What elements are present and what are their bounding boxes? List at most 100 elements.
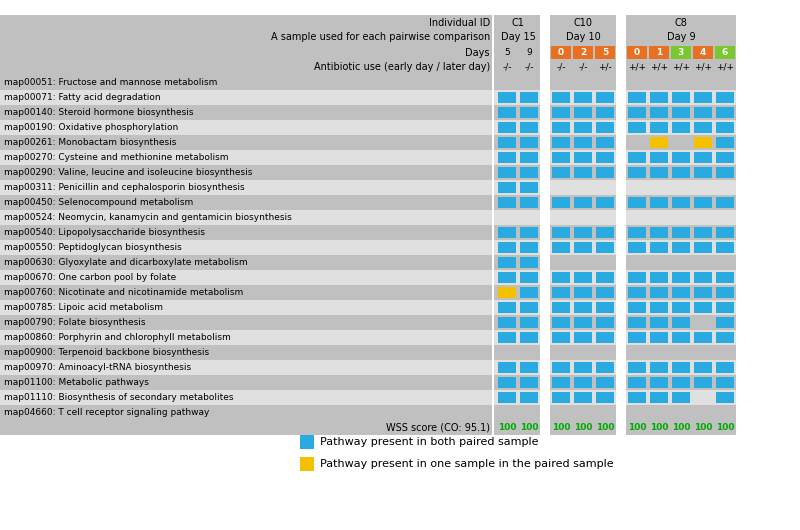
- Bar: [552, 272, 570, 283]
- Bar: [624, 210, 736, 225]
- Bar: [694, 362, 712, 373]
- Text: map00860: Porphyrin and chlorophyll metabolism: map00860: Porphyrin and chlorophyll meta…: [4, 333, 230, 342]
- Bar: [616, 225, 626, 240]
- Text: map00071: Fatty acid degradation: map00071: Fatty acid degradation: [4, 93, 161, 102]
- Bar: [498, 302, 516, 313]
- Text: 100: 100: [596, 423, 614, 432]
- Bar: [0, 45, 492, 60]
- Text: 1: 1: [656, 48, 662, 57]
- Bar: [540, 360, 550, 375]
- Bar: [494, 60, 540, 75]
- Bar: [540, 15, 550, 30]
- Bar: [616, 300, 626, 315]
- Bar: [494, 90, 540, 105]
- Text: Pathway present in both paired sample: Pathway present in both paired sample: [320, 437, 538, 447]
- Bar: [0, 390, 492, 405]
- Bar: [616, 330, 626, 345]
- Bar: [520, 362, 538, 373]
- Bar: [0, 270, 492, 285]
- Text: map00550: Peptidoglycan biosynthesis: map00550: Peptidoglycan biosynthesis: [4, 243, 182, 252]
- Bar: [716, 242, 734, 253]
- Bar: [540, 240, 550, 255]
- Bar: [0, 135, 492, 150]
- Bar: [574, 302, 592, 313]
- Text: map00140: Steroid hormone biosynthesis: map00140: Steroid hormone biosynthesis: [4, 108, 194, 117]
- Bar: [548, 300, 616, 315]
- Bar: [650, 197, 668, 208]
- Bar: [716, 272, 734, 283]
- Text: map00630: Glyoxylate and dicarboxylate metabolism: map00630: Glyoxylate and dicarboxylate m…: [4, 258, 248, 267]
- Text: -/-: -/-: [502, 63, 512, 72]
- Bar: [548, 90, 616, 105]
- Bar: [494, 405, 540, 420]
- Bar: [694, 197, 712, 208]
- Bar: [498, 107, 516, 118]
- Bar: [628, 287, 646, 298]
- Text: 100: 100: [716, 423, 734, 432]
- Bar: [498, 242, 516, 253]
- Bar: [494, 180, 540, 195]
- Bar: [624, 105, 736, 120]
- Bar: [520, 227, 538, 238]
- Bar: [650, 362, 668, 373]
- Bar: [616, 240, 626, 255]
- Bar: [552, 122, 570, 133]
- Bar: [616, 315, 626, 330]
- Text: map01100: Metabolic pathways: map01100: Metabolic pathways: [4, 378, 149, 387]
- Bar: [596, 392, 614, 403]
- Text: map00790: Folate biosynthesis: map00790: Folate biosynthesis: [4, 318, 146, 327]
- Bar: [624, 75, 736, 90]
- Bar: [596, 152, 614, 163]
- Bar: [672, 197, 690, 208]
- Text: -/-: -/-: [524, 63, 534, 72]
- Bar: [520, 167, 538, 178]
- Text: Antibiotic use (early day / later day): Antibiotic use (early day / later day): [314, 63, 490, 73]
- Bar: [520, 257, 538, 268]
- Bar: [716, 302, 734, 313]
- Bar: [494, 45, 540, 60]
- Bar: [624, 315, 736, 330]
- Text: map00900: Terpenoid backbone biosynthesis: map00900: Terpenoid backbone biosynthesi…: [4, 348, 209, 357]
- Bar: [494, 75, 540, 90]
- Bar: [672, 242, 690, 253]
- Bar: [616, 360, 626, 375]
- Bar: [300, 435, 314, 449]
- Bar: [628, 362, 646, 373]
- Bar: [650, 287, 668, 298]
- Bar: [672, 272, 690, 283]
- Text: 100: 100: [498, 423, 516, 432]
- Bar: [498, 362, 516, 373]
- Bar: [520, 287, 538, 298]
- Bar: [540, 270, 550, 285]
- Bar: [552, 362, 570, 373]
- Bar: [716, 197, 734, 208]
- Bar: [540, 420, 550, 435]
- Bar: [628, 107, 646, 118]
- Bar: [520, 317, 538, 328]
- Bar: [616, 135, 626, 150]
- Bar: [520, 92, 538, 103]
- Bar: [616, 420, 626, 435]
- Bar: [715, 46, 735, 59]
- Bar: [0, 360, 492, 375]
- Bar: [574, 137, 592, 148]
- Bar: [716, 167, 734, 178]
- Bar: [616, 195, 626, 210]
- Bar: [540, 255, 550, 270]
- Bar: [716, 377, 734, 388]
- Bar: [628, 332, 646, 343]
- Bar: [574, 227, 592, 238]
- Bar: [650, 122, 668, 133]
- Bar: [672, 287, 690, 298]
- Bar: [596, 197, 614, 208]
- Text: A sample used for each pairwise comparison: A sample used for each pairwise comparis…: [270, 32, 490, 42]
- Text: map00261: Monobactam biosynthesis: map00261: Monobactam biosynthesis: [4, 138, 176, 147]
- Bar: [494, 30, 540, 45]
- Text: C1: C1: [511, 17, 525, 28]
- Bar: [624, 285, 736, 300]
- Bar: [0, 180, 492, 195]
- Bar: [494, 135, 540, 150]
- Bar: [672, 227, 690, 238]
- Bar: [616, 165, 626, 180]
- Bar: [694, 287, 712, 298]
